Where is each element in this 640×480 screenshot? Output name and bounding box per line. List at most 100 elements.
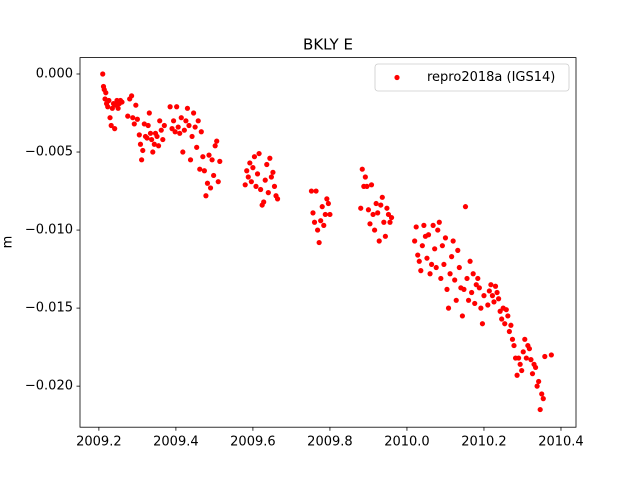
point	[486, 288, 492, 294]
point	[264, 161, 270, 168]
point	[160, 136, 166, 143]
point	[183, 118, 189, 124]
point	[242, 182, 248, 188]
point	[130, 115, 136, 121]
point	[421, 222, 427, 228]
point	[194, 144, 200, 150]
y-axis-label: m	[1, 236, 16, 249]
point	[327, 211, 333, 218]
point	[432, 246, 438, 252]
x-tick-label: 2010.4	[538, 435, 584, 450]
point	[112, 126, 118, 132]
point	[322, 211, 328, 218]
point	[469, 289, 475, 296]
point	[211, 172, 217, 179]
point	[145, 122, 151, 129]
point	[511, 342, 517, 349]
point	[158, 127, 164, 133]
point	[368, 182, 375, 188]
point	[214, 138, 220, 144]
point	[506, 328, 512, 335]
point	[528, 357, 534, 363]
point	[453, 297, 459, 303]
point	[516, 355, 522, 361]
point	[245, 174, 251, 180]
point	[465, 297, 472, 303]
point	[427, 271, 433, 277]
point	[167, 104, 173, 110]
legend-box	[374, 63, 570, 92]
point	[147, 130, 154, 136]
point	[107, 115, 113, 121]
point	[100, 71, 106, 77]
point	[172, 129, 178, 135]
plot-frame	[79, 57, 577, 428]
point	[109, 105, 115, 111]
x-tick-label: 2009.6	[230, 435, 276, 450]
point	[534, 383, 540, 389]
point	[191, 110, 197, 116]
point	[200, 154, 206, 160]
point	[522, 336, 528, 342]
legend-marker	[394, 74, 400, 81]
point	[209, 157, 215, 163]
point	[424, 255, 430, 261]
point	[192, 124, 198, 130]
point	[319, 204, 325, 210]
point	[265, 190, 271, 196]
point	[449, 254, 455, 260]
point	[247, 160, 253, 166]
point	[325, 200, 331, 207]
point	[261, 199, 267, 205]
point	[186, 122, 192, 129]
point	[274, 196, 281, 202]
point	[519, 367, 525, 374]
point	[157, 118, 163, 124]
point	[244, 168, 250, 174]
point	[201, 168, 207, 174]
point	[508, 322, 514, 328]
point	[505, 313, 511, 319]
point	[450, 238, 456, 244]
point	[461, 286, 467, 292]
point	[254, 171, 261, 177]
y-tick-label: −0.005	[25, 145, 73, 160]
point	[488, 282, 494, 288]
point	[370, 211, 376, 218]
point	[206, 152, 212, 158]
point	[310, 210, 316, 216]
point	[447, 271, 453, 277]
point	[381, 219, 387, 225]
point	[375, 210, 381, 216]
point	[415, 252, 421, 258]
point	[204, 180, 211, 186]
legend-label: repro2018a (IGS14)	[427, 70, 555, 85]
point	[115, 105, 121, 111]
point	[187, 157, 194, 163]
point	[154, 133, 160, 140]
point	[198, 129, 204, 135]
point	[131, 121, 137, 127]
point	[119, 99, 125, 105]
point	[537, 406, 543, 413]
x-tick-label: 2009.4	[153, 435, 199, 450]
point	[140, 147, 146, 154]
point	[413, 224, 419, 230]
point	[175, 124, 181, 130]
point	[316, 239, 322, 246]
point	[428, 261, 435, 268]
x-tick-label: 2010.2	[461, 435, 507, 450]
point	[151, 141, 157, 147]
point	[416, 258, 422, 264]
point	[139, 157, 145, 163]
point	[384, 205, 390, 211]
point	[425, 232, 432, 238]
point	[155, 143, 162, 149]
point	[523, 355, 529, 361]
point	[479, 321, 486, 327]
point	[376, 238, 382, 244]
point	[459, 313, 465, 319]
point	[217, 158, 223, 164]
point	[177, 130, 183, 136]
